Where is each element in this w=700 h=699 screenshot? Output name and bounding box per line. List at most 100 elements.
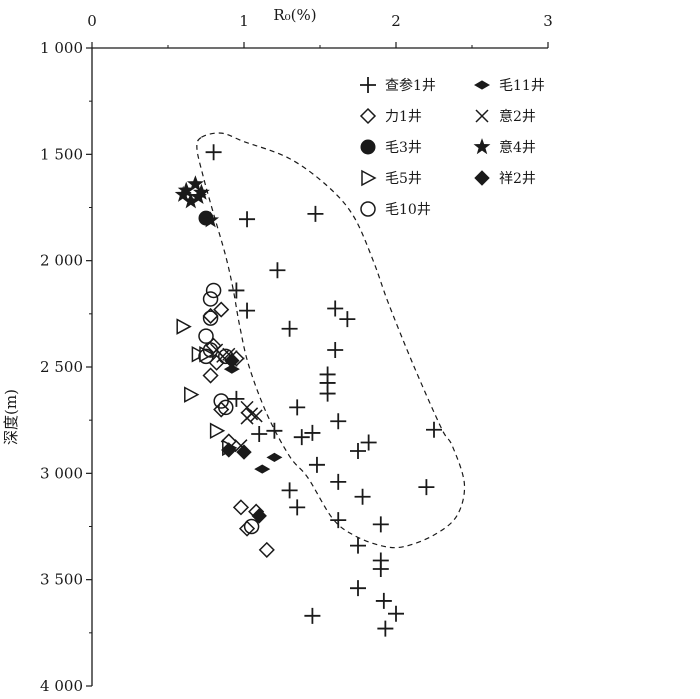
data-point <box>281 482 298 499</box>
data-point <box>426 421 442 438</box>
data-point <box>304 424 321 441</box>
data-point <box>304 607 321 624</box>
data-point <box>350 443 366 460</box>
data-point <box>251 508 267 524</box>
legend-label: 查参1井 <box>385 77 436 94</box>
data-point <box>339 311 356 328</box>
data-point <box>354 488 371 505</box>
legend-label: 意4井 <box>499 139 536 156</box>
data-point <box>330 473 347 490</box>
data-point <box>174 185 192 202</box>
legend-item: 力1井 <box>359 107 422 125</box>
y-tick-label: 2 500 <box>40 358 83 376</box>
legend-marker <box>360 201 376 217</box>
data-point <box>205 144 222 161</box>
legend-item: 查参1井 <box>360 77 436 94</box>
x-axis-title: R₀(%) <box>273 6 316 24</box>
data-point <box>202 367 219 384</box>
data-point <box>293 429 310 446</box>
data-point <box>198 328 214 344</box>
data-point <box>202 291 219 307</box>
data-point <box>330 413 347 430</box>
data-point <box>308 456 325 473</box>
series-6 <box>223 364 283 474</box>
data-point <box>360 434 377 451</box>
data-point <box>327 300 344 317</box>
x-tick-label: 3 <box>543 12 553 30</box>
y-axis-title: 深度(m) <box>2 389 20 445</box>
legend-label: 祥2井 <box>499 171 536 187</box>
x-tick-label: 2 <box>391 12 401 30</box>
data-point <box>186 175 204 192</box>
envelope-layer <box>196 132 466 549</box>
legend-item: 毛10井 <box>360 201 431 218</box>
legend-label: 意2井 <box>499 108 536 125</box>
legend-marker <box>474 170 490 186</box>
series-7 <box>210 343 263 453</box>
data-point <box>240 411 254 425</box>
legend-item: 毛3井 <box>360 139 422 156</box>
legend-marker <box>473 138 491 155</box>
legend-marker <box>473 80 491 90</box>
data-point <box>176 318 192 335</box>
legend-item: 祥2井 <box>474 170 536 187</box>
data-point <box>350 537 366 554</box>
data-point <box>202 310 219 326</box>
data-point <box>209 422 226 440</box>
data-point <box>327 341 344 358</box>
data-point <box>307 205 324 222</box>
legend-item: 意2井 <box>475 108 536 125</box>
data-point <box>289 499 306 516</box>
y-tick-label: 3 000 <box>40 464 83 482</box>
data-point <box>239 302 256 319</box>
data-point <box>266 452 283 462</box>
data-point <box>251 425 268 442</box>
series-9 <box>221 352 267 524</box>
data-point <box>213 301 230 318</box>
y-tick-label: 1 500 <box>40 145 83 163</box>
data-point <box>218 399 234 416</box>
data-point <box>198 348 214 365</box>
legend-marker <box>360 139 376 155</box>
x-tick-label: 0 <box>87 12 97 30</box>
data-point <box>418 479 435 496</box>
data-point <box>205 282 222 299</box>
series-8 <box>174 175 220 228</box>
y-tick-label: 1 000 <box>40 39 83 57</box>
data-point <box>221 442 237 458</box>
data-point <box>388 605 404 622</box>
data-point <box>228 282 245 299</box>
legend-label: 毛10井 <box>385 202 431 218</box>
data-point <box>228 390 245 407</box>
data-point <box>243 518 260 535</box>
data-point <box>238 520 256 537</box>
data-point <box>254 464 271 474</box>
x-tick-label: 1 <box>239 12 249 30</box>
series-1 <box>205 144 442 637</box>
data-point <box>236 444 252 460</box>
legend-item: 毛11井 <box>473 78 545 94</box>
legend-marker <box>360 77 376 93</box>
data-point <box>330 512 347 529</box>
data-point <box>372 516 389 533</box>
legend-label: 力1井 <box>385 109 422 125</box>
data-point <box>232 499 250 516</box>
data-point <box>269 262 286 279</box>
legend-item: 毛5井 <box>361 169 422 187</box>
legend-label: 毛5井 <box>385 171 422 187</box>
data-point <box>224 352 240 369</box>
series-5 <box>198 282 260 535</box>
legend-marker <box>359 107 377 125</box>
legend-label: 毛3井 <box>385 140 422 156</box>
legend-label: 毛11井 <box>499 78 545 94</box>
data-point <box>350 580 366 597</box>
legend-marker <box>361 169 377 187</box>
legend-marker <box>475 109 489 123</box>
data-point <box>184 386 200 403</box>
data-point <box>372 561 389 578</box>
data-point <box>281 320 298 337</box>
y-tick-label: 3 500 <box>40 571 83 589</box>
data-point <box>377 620 394 637</box>
data-point <box>202 211 220 228</box>
